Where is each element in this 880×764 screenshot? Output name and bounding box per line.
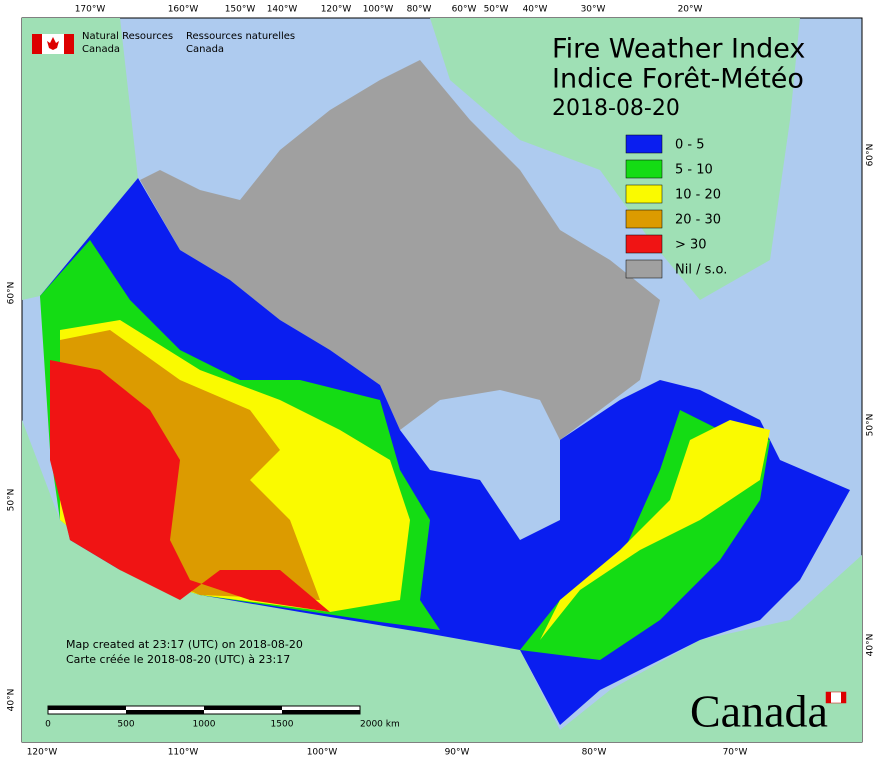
scale-label: 1000 (193, 720, 216, 730)
org-fr: Canada (186, 44, 224, 55)
lon-label: 40°W (523, 5, 548, 15)
legend-swatch (625, 134, 663, 154)
legend-label: Nil / s.o. (675, 263, 727, 278)
lon-label: 140°W (267, 5, 298, 15)
lat-label: 60°N (7, 282, 17, 305)
legend-label: 0 - 5 (675, 138, 705, 153)
scale-seg (126, 710, 204, 714)
wordmark: Canada (690, 686, 828, 737)
lon-label: 120°W (321, 5, 352, 15)
scale-seg (282, 710, 360, 714)
lon-label: 100°W (307, 748, 338, 758)
lon-label: 50°W (484, 5, 509, 15)
scale-seg (204, 706, 282, 710)
lon-label: 120°W (27, 748, 58, 758)
usa (22, 420, 862, 742)
lat-label: 50°N (866, 414, 876, 437)
lon-label: 160°W (168, 5, 199, 15)
scale-label: 500 (117, 720, 134, 730)
scale-label: 0 (45, 720, 51, 730)
lon-label: 110°W (168, 748, 199, 758)
lat-label: 50°N (7, 489, 17, 512)
lon-label: 20°W (678, 5, 703, 15)
scale-label: 2000 km (360, 720, 400, 730)
legend-label: 5 - 10 (675, 163, 713, 178)
title-fr: Indice Forêt-Météo (552, 64, 804, 95)
lat-label: 40°N (7, 689, 17, 712)
lon-label: 170°W (75, 5, 106, 15)
flag-bar (64, 34, 74, 54)
legend-swatch (625, 234, 663, 254)
legend-swatch (625, 259, 663, 279)
title-en: Fire Weather Index (552, 34, 805, 65)
legend-swatch (625, 209, 663, 229)
scale-seg (48, 706, 126, 710)
lon-label: 30°W (581, 5, 606, 15)
legend-label: > 30 (675, 238, 707, 253)
wordmark-flag (841, 692, 846, 703)
wordmark-flag (826, 692, 831, 703)
arctic-nil (140, 60, 660, 470)
flag-bar (32, 34, 42, 54)
org-en: Canada (82, 44, 120, 55)
greenland (430, 18, 800, 300)
hudson-bay (400, 390, 560, 540)
lat-label: 60°N (866, 144, 876, 167)
lat-label: 40°N (866, 634, 876, 657)
legend-swatch (625, 184, 663, 204)
scale-label: 1500 (271, 720, 294, 730)
legend-swatch (625, 159, 663, 179)
lon-label: 100°W (363, 5, 394, 15)
org-fr: Ressources naturelles (186, 31, 295, 42)
alaska (22, 18, 138, 300)
lon-label: 90°W (445, 748, 470, 758)
note: Carte créée le 2018-08-20 (UTC) à 23:17 (66, 653, 290, 666)
lon-label: 80°W (582, 748, 607, 758)
legend-label: 10 - 20 (675, 188, 721, 203)
lon-label: 80°W (407, 5, 432, 15)
flag-leaf (47, 37, 59, 50)
note: Map created at 23:17 (UTC) on 2018-08-20 (66, 638, 303, 651)
lon-label: 60°W (452, 5, 477, 15)
org-en: Natural Resources (82, 31, 173, 42)
region-10-20-east (540, 420, 770, 640)
lon-label: 70°W (723, 748, 748, 758)
legend-label: 20 - 30 (675, 213, 721, 228)
title-date: 2018-08-20 (552, 96, 680, 121)
region-over-30 (50, 360, 330, 612)
lon-label: 150°W (225, 5, 256, 15)
